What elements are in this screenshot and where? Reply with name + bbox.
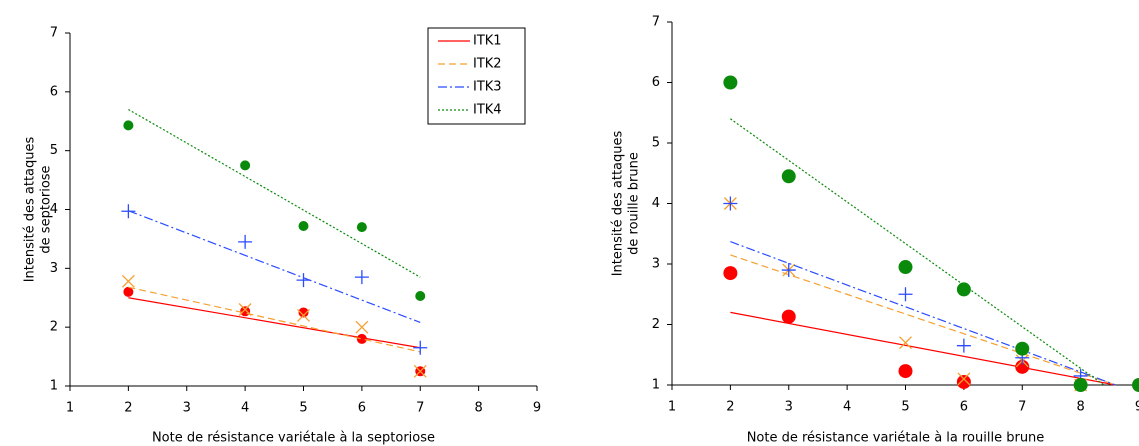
y-tick-label: 4 [652, 196, 660, 211]
point [298, 307, 309, 318]
point [957, 372, 971, 386]
legend-label: ITK3 [473, 80, 502, 95]
point [723, 75, 738, 90]
x-tick-label: 8 [1076, 400, 1084, 415]
x-axis-title: Note de résistance variétale à la septor… [152, 431, 435, 446]
y-tick-label: 7 [652, 15, 660, 30]
y-tick-label: 3 [50, 261, 58, 276]
legend-label: ITK1 [473, 34, 502, 49]
point [899, 336, 912, 350]
x-tick-label: 9 [533, 401, 541, 416]
point [413, 364, 427, 378]
x-tick-label: 5 [299, 401, 307, 416]
x-tick-label: 1 [668, 400, 676, 415]
x-tick-label: 6 [358, 401, 366, 416]
y-axis-title: de septoriose [39, 165, 54, 253]
y-tick-label: 5 [50, 143, 58, 158]
y-tick-label: 1 [652, 378, 660, 393]
point [238, 234, 253, 249]
point [356, 333, 367, 344]
point [356, 222, 367, 233]
y-axis-title: Intensité des attaques [23, 136, 38, 282]
point [781, 263, 796, 278]
point [956, 338, 971, 353]
point [781, 169, 796, 184]
x-tick-label: 9 [1135, 400, 1139, 415]
x-tick-label: 2 [124, 401, 132, 416]
trend-line [730, 118, 1105, 386]
x-tick-label: 7 [1018, 400, 1026, 415]
point [354, 270, 369, 285]
y-tick-label: 6 [50, 84, 58, 99]
y-tick-label: 2 [652, 317, 660, 332]
legend-label: ITK4 [473, 103, 502, 118]
x-tick-label: 4 [843, 400, 851, 415]
trend-line [128, 286, 421, 353]
y-tick-label: 1 [50, 379, 58, 394]
point [898, 287, 913, 302]
point [296, 273, 311, 288]
legend-label: ITK2 [473, 57, 502, 72]
point [238, 303, 252, 316]
y-tick-label: 4 [50, 202, 58, 217]
y-tick-label: 5 [652, 136, 660, 151]
point [898, 364, 913, 379]
trend-line [730, 254, 1116, 386]
point [956, 374, 971, 389]
y-tick-label: 6 [652, 75, 660, 90]
point [723, 266, 738, 281]
point [355, 320, 369, 334]
point [1073, 378, 1088, 392]
point [123, 286, 134, 297]
point [121, 204, 136, 219]
point [123, 120, 134, 131]
y-tick-label: 7 [50, 26, 58, 41]
x-tick-label: 2 [726, 400, 734, 415]
point [298, 220, 309, 231]
y-tick-label: 2 [50, 320, 58, 335]
trend-line [128, 297, 421, 349]
x-tick-label: 3 [785, 400, 793, 415]
point [297, 308, 310, 322]
y-tick-label: 3 [652, 257, 660, 272]
x-tick-label: 4 [241, 401, 249, 416]
point [1015, 359, 1030, 374]
x-tick-label: 3 [183, 401, 191, 416]
trend-line [128, 108, 421, 278]
x-tick-label: 7 [416, 401, 424, 416]
point [1015, 341, 1030, 356]
point [121, 274, 135, 288]
y-axis-title: Intensité des attaques [611, 130, 626, 276]
point [781, 309, 796, 324]
point [723, 196, 738, 211]
point [413, 340, 428, 355]
point [415, 290, 426, 301]
x-tick-label: 6 [960, 400, 968, 415]
point [898, 260, 913, 275]
point [240, 160, 251, 171]
x-tick-label: 1 [66, 401, 74, 416]
point [1132, 378, 1139, 392]
point [240, 306, 251, 317]
trend-line [128, 210, 421, 324]
y-axis-title: de rouille brune [627, 152, 642, 255]
legend-box [427, 27, 526, 125]
point [956, 282, 971, 297]
trend-line [730, 241, 1116, 386]
trend-line [730, 311, 1116, 386]
x-tick-label: 5 [901, 400, 909, 415]
x-tick-label: 8 [474, 401, 482, 416]
x-axis-title: Note de résistance variétale à la rouill… [747, 431, 1045, 446]
